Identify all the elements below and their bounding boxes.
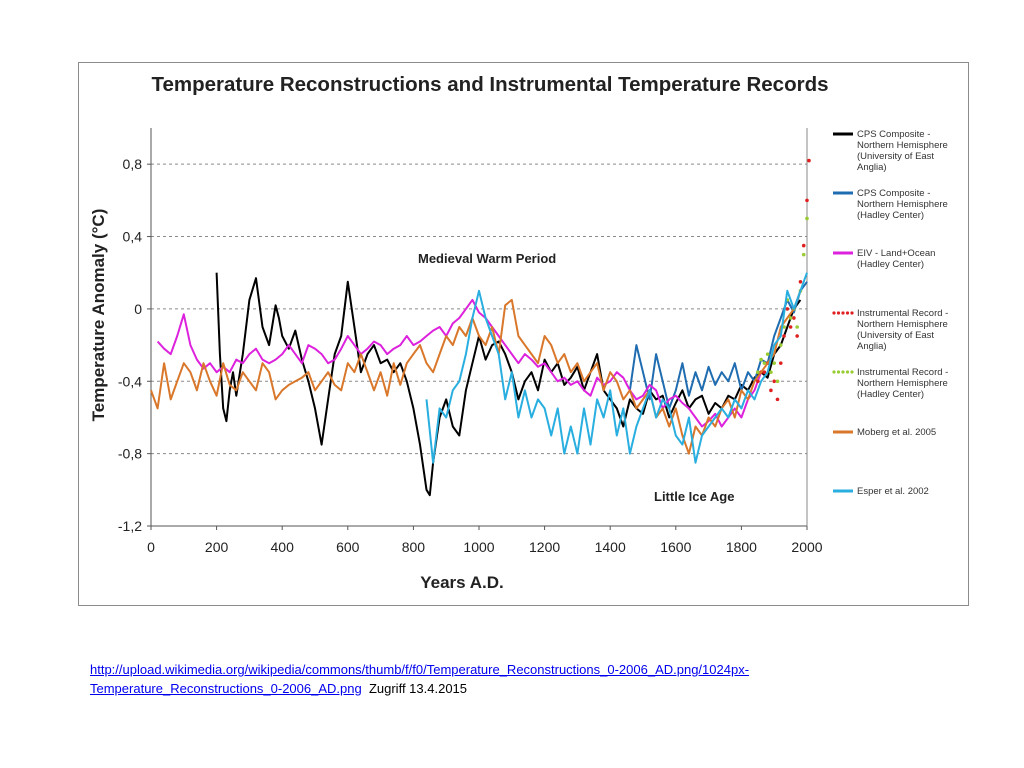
x-tick-label-6: 1200 bbox=[529, 539, 560, 555]
x-tick-label-0: 0 bbox=[147, 539, 155, 555]
source-link[interactable]: http://upload.wikimedia.org/wikipedia/co… bbox=[90, 662, 749, 696]
legend-label-5-line1: Moberg et al. 2005 bbox=[857, 427, 936, 438]
series-3-point-7 bbox=[778, 361, 783, 365]
series-3-point-2 bbox=[762, 370, 767, 375]
series-4-point-12 bbox=[795, 325, 799, 329]
legend-label-3-line3: (University of East bbox=[857, 330, 934, 341]
legend-label-1-line2: Northern Hemisphere bbox=[857, 199, 948, 210]
legend-label-3-line2: Northern Hemisphere bbox=[857, 319, 948, 330]
legend-label-0-line3: (University of East bbox=[857, 151, 934, 162]
x-tick-label-10: 2000 bbox=[791, 539, 822, 555]
series-3-point-6 bbox=[775, 397, 780, 402]
series-3-point-0 bbox=[756, 379, 760, 384]
legend-swatch-4-dot-0 bbox=[832, 370, 836, 374]
series-4-point-1 bbox=[759, 357, 763, 362]
series-3-point-10 bbox=[788, 325, 793, 329]
x-axis-title: Years A.D. bbox=[420, 573, 504, 592]
legend-label-0-line4: Anglia) bbox=[857, 162, 887, 173]
source-access-note: Zugriff 13.4.2015 bbox=[368, 681, 468, 696]
legend-label-4-line2: Northern Hemisphere bbox=[857, 378, 948, 389]
series-4-point-0 bbox=[756, 370, 760, 375]
series-3-point-4 bbox=[769, 388, 773, 393]
x-tick-label-7: 1400 bbox=[595, 539, 626, 555]
legend-label-4-line3: (Hadley Center) bbox=[857, 389, 924, 400]
series-0-line bbox=[215, 272, 802, 497]
series-3-point-11 bbox=[792, 316, 796, 320]
legend-label-2-line1: EIV - Land+Ocean bbox=[857, 248, 935, 259]
y-axis-title: Temperature Anomaly (°C) bbox=[89, 208, 108, 422]
x-tick-label-8: 1600 bbox=[660, 539, 691, 555]
series-3-point-12 bbox=[795, 334, 799, 338]
series-6 bbox=[425, 272, 808, 464]
legend-label-3-line1: Instrumental Record - bbox=[857, 308, 948, 319]
legend-label-0-line2: Northern Hemisphere bbox=[857, 140, 948, 151]
series-6-line bbox=[425, 272, 808, 464]
series-3-point-8 bbox=[782, 334, 786, 338]
legend-swatch-4-dot-4 bbox=[850, 370, 854, 374]
series-4-point-5 bbox=[772, 361, 776, 365]
series-4-point-4 bbox=[769, 370, 773, 375]
x-tick-label-1: 200 bbox=[205, 539, 229, 555]
legend-swatch-3-dot-2 bbox=[841, 311, 845, 315]
legend-label-2-line2: (Hadley Center) bbox=[857, 259, 924, 270]
x-tick-label-5: 1000 bbox=[463, 539, 494, 555]
x-tick-label-9: 1800 bbox=[726, 539, 757, 555]
chart-title: Temperature Reconstructions and Instrume… bbox=[151, 73, 829, 96]
series-3-point-16 bbox=[807, 158, 811, 163]
legend-label-0-line1: CPS Composite - bbox=[857, 129, 930, 140]
series-0 bbox=[215, 272, 802, 497]
series-3 bbox=[756, 158, 811, 402]
annotation-medieval-warm-period: Medieval Warm Period bbox=[418, 251, 557, 266]
series-3-point-14 bbox=[801, 243, 806, 248]
series-2 bbox=[156, 298, 763, 428]
legend-swatch-3-dot-4 bbox=[850, 311, 854, 315]
y-tick-label-5: -1,2 bbox=[118, 518, 142, 534]
annotation-little-ice-age: Little Ice Age bbox=[654, 489, 735, 504]
series-3-point-15 bbox=[805, 198, 809, 203]
series-3-point-5 bbox=[772, 379, 776, 384]
y-tick-label-3: -0,4 bbox=[118, 373, 142, 389]
y-tick-label-1: 0,4 bbox=[123, 229, 143, 245]
series-1 bbox=[628, 281, 808, 410]
legend-swatch-4-dot-1 bbox=[836, 370, 841, 374]
legend-label-3-line4: Anglia) bbox=[857, 341, 887, 352]
legend-label-1-line3: (Hadley Center) bbox=[857, 210, 924, 221]
series-1-line bbox=[628, 281, 808, 410]
source-url-line2: Temperature_Reconstructions_0-2006_AD.pn… bbox=[90, 681, 362, 696]
series-4-point-14 bbox=[801, 252, 806, 257]
series-3-point-9 bbox=[785, 307, 790, 311]
legend-swatch-3-dot-1 bbox=[836, 311, 841, 315]
source-url-line1: http://upload.wikimedia.org/wikipedia/co… bbox=[90, 662, 750, 677]
x-tick-label-4: 800 bbox=[402, 539, 426, 555]
legend-swatch-3-dot-3 bbox=[845, 311, 850, 315]
legend-label-4-line1: Instrumental Record - bbox=[857, 367, 948, 378]
x-tick-label-2: 400 bbox=[271, 539, 295, 555]
series-4-point-15 bbox=[805, 216, 809, 221]
series-4-point-6 bbox=[775, 379, 780, 384]
series-2-line bbox=[156, 298, 763, 428]
y-tick-label-4: -0,8 bbox=[118, 446, 142, 462]
series-4-point-2 bbox=[762, 361, 767, 365]
y-tick-label-2: 0 bbox=[134, 301, 142, 317]
figure-frame bbox=[78, 62, 969, 606]
series-4-point-3 bbox=[765, 352, 770, 356]
series-4-point-10 bbox=[788, 316, 793, 320]
series-4-point-7 bbox=[778, 343, 783, 347]
source-citation: http://upload.wikimedia.org/wikipedia/co… bbox=[90, 660, 970, 698]
x-tick-label-3: 600 bbox=[336, 539, 360, 555]
series-4 bbox=[756, 216, 809, 384]
legend-swatch-4-dot-3 bbox=[845, 370, 850, 374]
legend-swatch-4-dot-2 bbox=[841, 370, 845, 374]
legend-label-6-line1: Esper et al. 2002 bbox=[857, 486, 929, 497]
y-tick-label-0: 0,8 bbox=[123, 156, 143, 172]
legend-label-1-line1: CPS Composite - bbox=[857, 188, 930, 199]
legend-swatch-3-dot-0 bbox=[832, 311, 836, 315]
series-3-point-13 bbox=[798, 279, 803, 284]
